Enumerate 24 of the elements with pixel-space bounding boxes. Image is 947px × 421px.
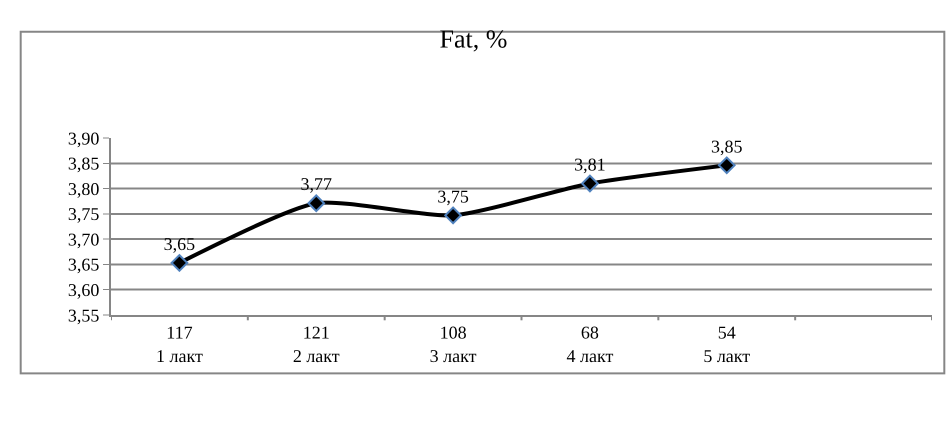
y-tick-label: 3,55 — [68, 305, 100, 326]
point — [444, 206, 462, 224]
data-label: 3,77 — [300, 174, 332, 194]
y-tick-label: 3,75 — [68, 204, 100, 224]
point — [170, 254, 188, 272]
data-label: 3,81 — [574, 154, 606, 175]
y-tick-label: 3,65 — [68, 254, 100, 275]
x-tick-label: 54 5 лакт — [703, 322, 750, 366]
point — [581, 174, 599, 192]
data-label: 3,65 — [164, 234, 196, 254]
y-tick-label: 3,80 — [68, 178, 100, 199]
x-tick-label: 68 4 лакт — [566, 322, 614, 366]
x-tick-label: 108 3 лакт — [430, 322, 477, 366]
chart-title: Fat, % — [440, 24, 508, 54]
y-tick-label: 3,85 — [68, 154, 100, 174]
point — [718, 156, 736, 174]
x-tick-label: 121 2 лакт — [292, 322, 340, 366]
y-tick-label: 3,90 — [68, 128, 100, 148]
y-tick-label: 3,70 — [68, 229, 100, 250]
x-tick-label: 117 1 лакт — [156, 322, 203, 366]
data-label: 3,85 — [711, 136, 742, 156]
point — [307, 194, 326, 212]
y-tick-label: 3,60 — [68, 280, 100, 300]
data-label: 3,75 — [437, 186, 469, 206]
